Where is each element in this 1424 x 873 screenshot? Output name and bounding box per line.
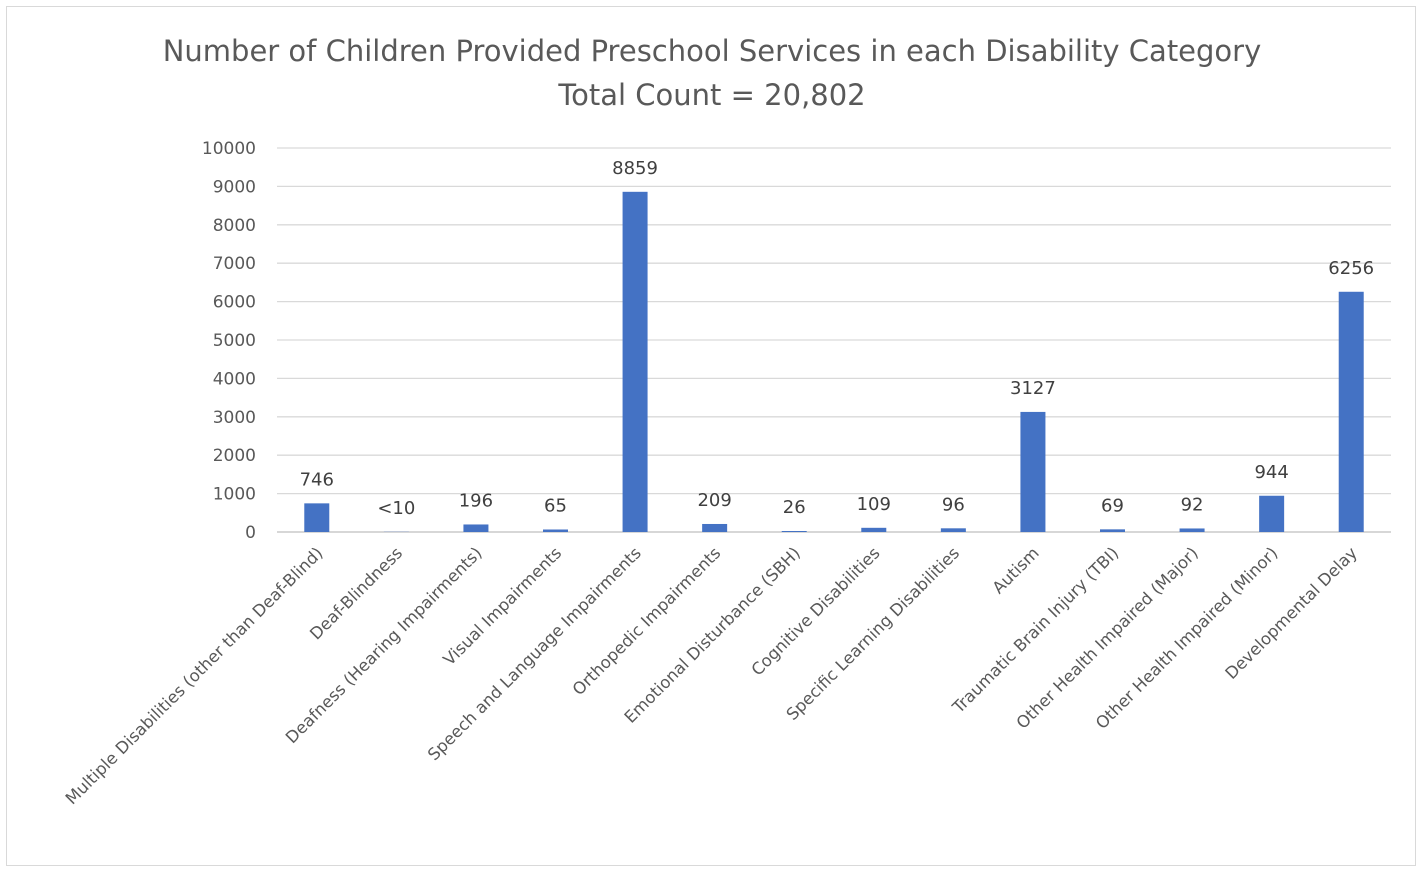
bar <box>1259 495 1285 532</box>
data-label: 109 <box>857 494 891 515</box>
chart-area <box>6 6 1416 866</box>
data-label: <10 <box>377 498 415 519</box>
bar <box>463 524 489 532</box>
y-tick-label: 5000 <box>213 331 256 351</box>
data-labels: 746 <10 196 65 8859 209 26 109 96 3127 69 92 944 6256 <box>300 158 1375 519</box>
bar <box>702 523 728 532</box>
y-tick-label: 9000 <box>213 177 256 197</box>
y-tick-label: 8000 <box>213 216 256 236</box>
x-tick-label: Cognitive Disabilities <box>748 543 884 679</box>
y-axis: 0 1000 2000 3000 4000 5000 6000 7000 8000 9000 100… <box>202 139 256 543</box>
bar <box>543 529 568 532</box>
x-axis: Multiple Disabilities (other than Deaf-B… <box>62 543 1361 808</box>
bar <box>1020 411 1046 532</box>
x-tick-label: Traumatic Brain Injury (TBI) <box>948 543 1122 717</box>
data-label: 209 <box>697 490 731 511</box>
bar <box>1179 528 1205 532</box>
bar <box>1100 529 1125 532</box>
y-tick-label: 10000 <box>202 139 256 159</box>
x-tick-label: Emotional Disturbance (SBH) <box>621 543 804 726</box>
data-label: 92 <box>1181 494 1204 515</box>
data-label: 96 <box>942 494 965 515</box>
x-tick-label: Orthopedic Impairments <box>569 543 725 699</box>
y-tick-label: 1000 <box>213 485 256 505</box>
gridlines <box>277 147 1391 533</box>
y-tick-label: 4000 <box>213 369 256 389</box>
data-label: 196 <box>459 490 493 511</box>
chart-title-line-1: Number of Children Provided Preschool Se… <box>163 34 1262 68</box>
y-tick-label: 0 <box>245 523 256 543</box>
data-label: 69 <box>1101 495 1124 516</box>
chart-title: Number of Children Provided Preschool Se… <box>163 34 1262 112</box>
x-tick-label: Autism <box>989 543 1043 597</box>
y-tick-label: 3000 <box>213 408 256 428</box>
bar <box>304 503 330 532</box>
bar <box>861 527 887 532</box>
chart-title-line-2: Total Count = 20,802 <box>557 78 865 112</box>
y-tick-label: 6000 <box>213 293 256 313</box>
bar <box>1338 291 1364 532</box>
bar <box>622 191 648 533</box>
bar <box>940 528 966 532</box>
data-label: 944 <box>1254 462 1288 483</box>
x-tick-label: Multiple Disabilities (other than Deaf-B… <box>62 543 327 808</box>
data-label: 65 <box>544 496 567 517</box>
data-label: 3127 <box>1010 378 1056 399</box>
x-tick-label: Developmental Delay <box>1221 543 1361 683</box>
data-label: 746 <box>300 469 334 490</box>
x-tick-label: Specific Learning Disabilities <box>783 543 964 724</box>
data-label: 26 <box>783 497 806 518</box>
bars <box>304 191 1364 533</box>
data-label: 6256 <box>1328 258 1374 279</box>
data-label: 8859 <box>612 158 658 179</box>
y-tick-label: 7000 <box>213 254 256 274</box>
y-tick-label: 2000 <box>213 446 256 466</box>
bar <box>781 531 807 532</box>
